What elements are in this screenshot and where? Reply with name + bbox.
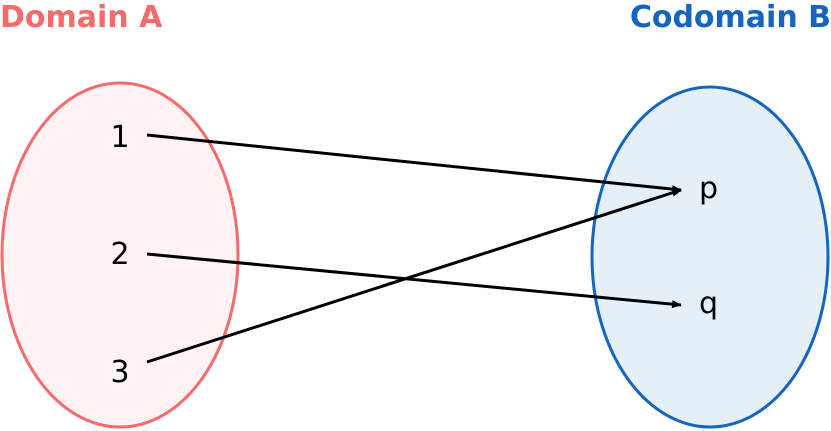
- arrow-1-to-p: [146, 133, 682, 194]
- codomain-element-q: q: [699, 286, 718, 321]
- codomain-element-p: p: [699, 171, 718, 206]
- domain-title: Domain A: [0, 0, 163, 35]
- codomain-title: Codomain B: [629, 0, 831, 35]
- domain-element-3: 3: [110, 355, 129, 390]
- arrow-2-to-q: [146, 252, 682, 309]
- codomain-set-ellipse: [590, 85, 830, 429]
- arrow-3-to-p: [146, 188, 682, 364]
- domain-set-ellipse: [0, 81, 240, 429]
- domain-element-2: 2: [110, 237, 129, 272]
- mapping-arrows: [146, 133, 682, 364]
- domain-element-1: 1: [110, 120, 129, 155]
